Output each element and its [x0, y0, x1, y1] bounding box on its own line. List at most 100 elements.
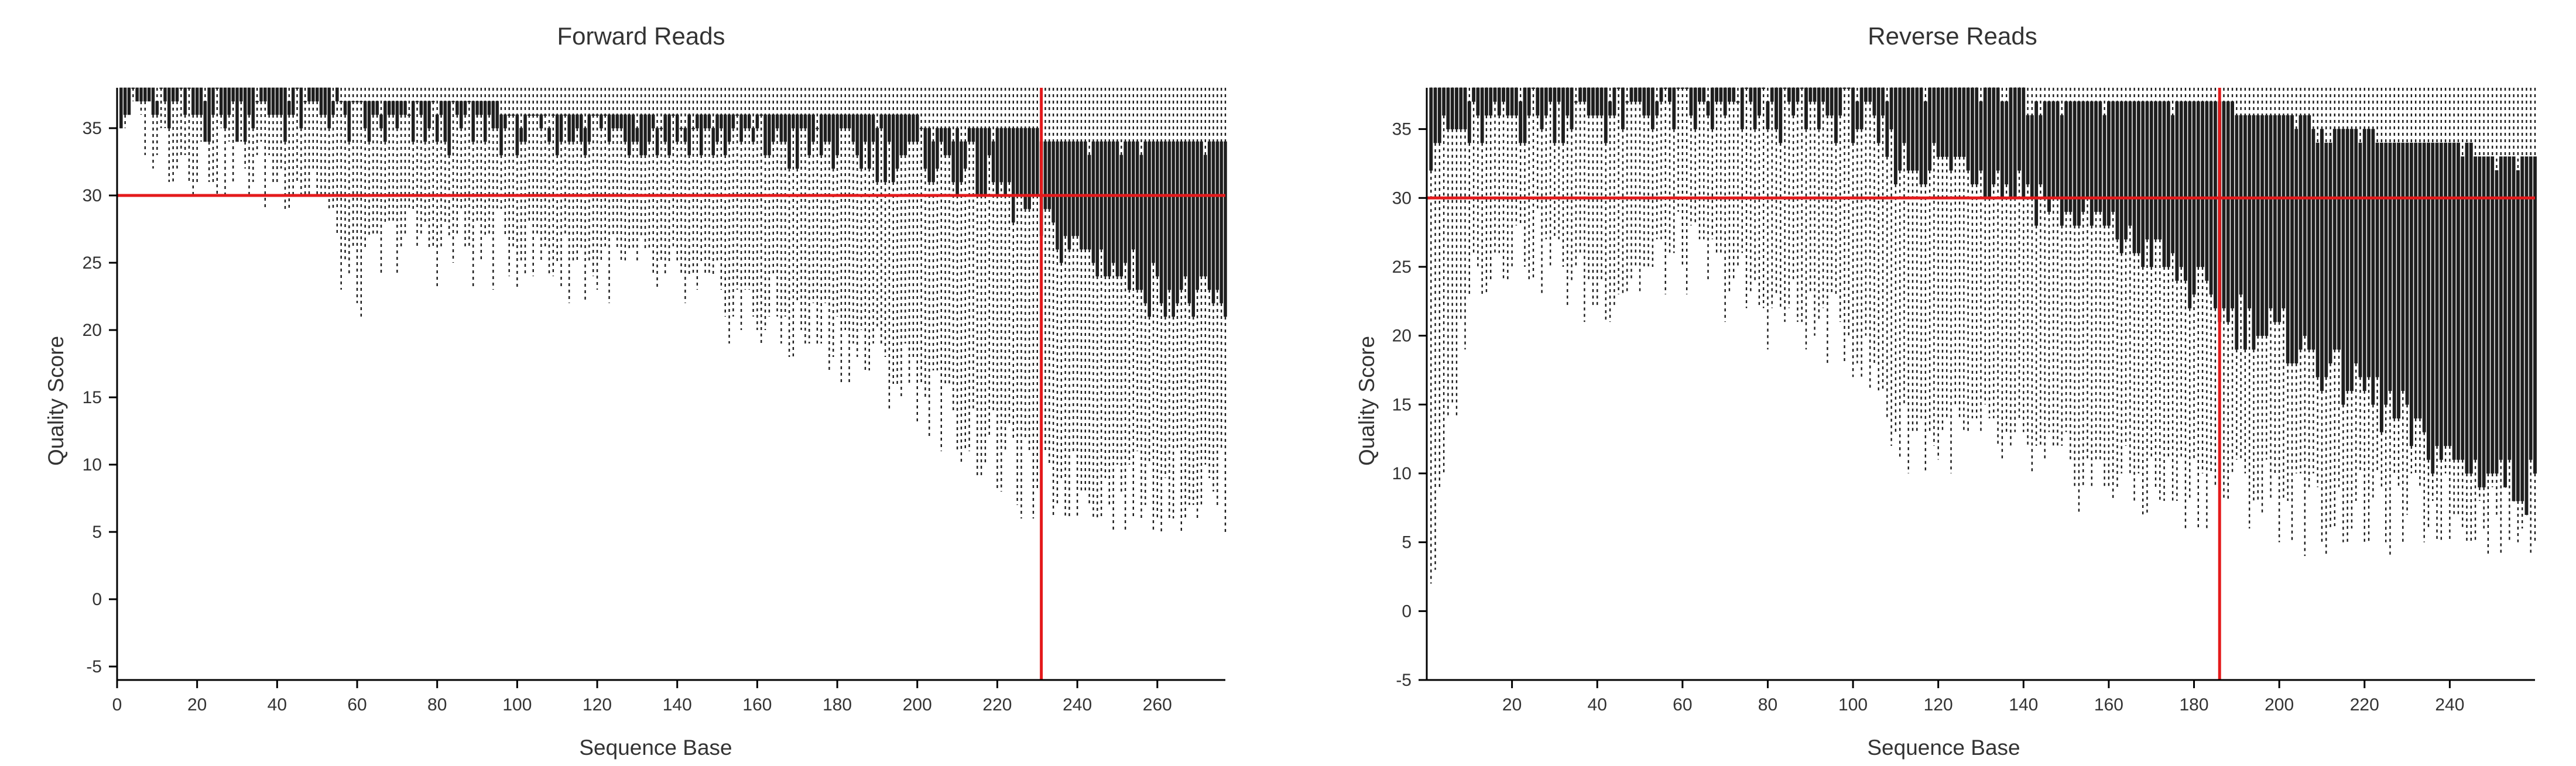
quality-box	[2132, 101, 2136, 253]
quality-box	[191, 87, 195, 115]
quality-box	[255, 101, 259, 102]
quality-box	[367, 101, 371, 142]
quality-box	[1988, 87, 1991, 198]
quality-box	[1544, 87, 1548, 116]
quality-box	[883, 114, 887, 183]
quality-box	[1732, 87, 1736, 102]
quality-box	[523, 114, 527, 142]
quality-box	[287, 101, 291, 115]
quality-box	[600, 114, 603, 129]
quality-box	[831, 114, 835, 169]
quality-box	[1167, 141, 1171, 290]
quality-box	[1864, 87, 1868, 102]
quality-box	[1621, 87, 1625, 129]
quality-box	[1135, 141, 1139, 290]
quality-box	[2188, 101, 2192, 308]
x-tick-label: 100	[502, 695, 532, 715]
y-tick-label: 35	[1392, 120, 1412, 139]
quality-box	[1187, 141, 1191, 304]
quality-box	[811, 114, 815, 142]
quality-box	[1825, 87, 1830, 116]
quality-box	[603, 114, 607, 116]
quality-box	[731, 114, 735, 129]
x-tick-label: 140	[663, 695, 692, 715]
quality-box	[363, 101, 367, 129]
quality-box	[511, 114, 515, 116]
quality-box	[555, 114, 559, 156]
quality-box	[411, 101, 415, 142]
quality-box	[1971, 87, 1974, 185]
quality-box	[1911, 87, 1914, 171]
quality-box	[2350, 129, 2354, 391]
quality-box	[2273, 115, 2277, 322]
quality-box	[2328, 142, 2332, 363]
quality-box	[1757, 87, 1761, 116]
quality-box	[888, 114, 891, 142]
quality-box	[439, 101, 443, 115]
quality-box	[1859, 87, 1864, 129]
quality-box	[203, 101, 207, 142]
quality-box	[1817, 87, 1821, 129]
quality-box	[1834, 87, 1838, 143]
quality-box	[879, 114, 883, 129]
quality-box	[1680, 87, 1684, 89]
quality-box	[2520, 156, 2524, 501]
quality-box	[1489, 87, 1493, 116]
quality-box	[2043, 101, 2047, 198]
quality-box	[2529, 156, 2533, 460]
quality-box	[1003, 128, 1007, 196]
x-tick-label: 160	[2094, 695, 2123, 715]
quality-box	[2362, 129, 2366, 391]
quality-box	[459, 101, 463, 129]
y-tick-label: 25	[1392, 257, 1412, 277]
quality-box	[1906, 87, 1910, 171]
quality-box	[2508, 156, 2512, 460]
quality-box	[2248, 115, 2252, 308]
quality-box	[1804, 87, 1808, 129]
quality-box	[835, 114, 839, 156]
quality-box	[1616, 87, 1621, 89]
quality-box	[2461, 156, 2465, 460]
quality-box	[1211, 141, 1215, 304]
quality-box	[403, 101, 407, 115]
quality-box	[947, 128, 951, 156]
y-tick-label: -5	[1396, 671, 1412, 690]
quality-box	[327, 87, 331, 129]
quality-box	[347, 101, 351, 142]
quality-box	[2201, 101, 2205, 267]
quality-box	[223, 87, 227, 129]
quality-box	[2478, 156, 2482, 487]
x-tick-label: 220	[982, 695, 1012, 715]
quality-box	[1719, 87, 1723, 102]
quality-box	[936, 128, 939, 169]
quality-box	[1936, 87, 1940, 157]
quality-box	[2409, 142, 2413, 446]
quality-box	[283, 87, 287, 142]
quality-box	[2503, 156, 2507, 487]
quality-box	[792, 114, 795, 129]
quality-box	[2222, 101, 2226, 308]
quality-box	[2149, 101, 2153, 267]
quality-box	[971, 128, 975, 142]
quality-box	[587, 114, 591, 142]
quality-box	[1156, 141, 1159, 277]
quality-box	[1898, 87, 1902, 171]
quality-box	[1036, 128, 1039, 196]
quality-box	[183, 87, 187, 115]
quality-box	[1949, 87, 1953, 171]
quality-box	[1574, 101, 1578, 103]
quality-box	[1570, 87, 1574, 129]
quality-box	[1561, 87, 1565, 143]
quality-box	[859, 114, 863, 169]
quality-box	[940, 128, 943, 142]
quality-box	[2256, 115, 2260, 336]
quality-box	[1808, 87, 1813, 102]
quality-box	[1063, 141, 1067, 236]
quality-box	[207, 87, 211, 142]
quality-box	[419, 101, 423, 115]
quality-box	[803, 114, 807, 129]
quality-box	[243, 87, 247, 142]
quality-box	[331, 101, 335, 115]
quality-box	[995, 128, 999, 196]
quality-box	[1527, 87, 1531, 116]
